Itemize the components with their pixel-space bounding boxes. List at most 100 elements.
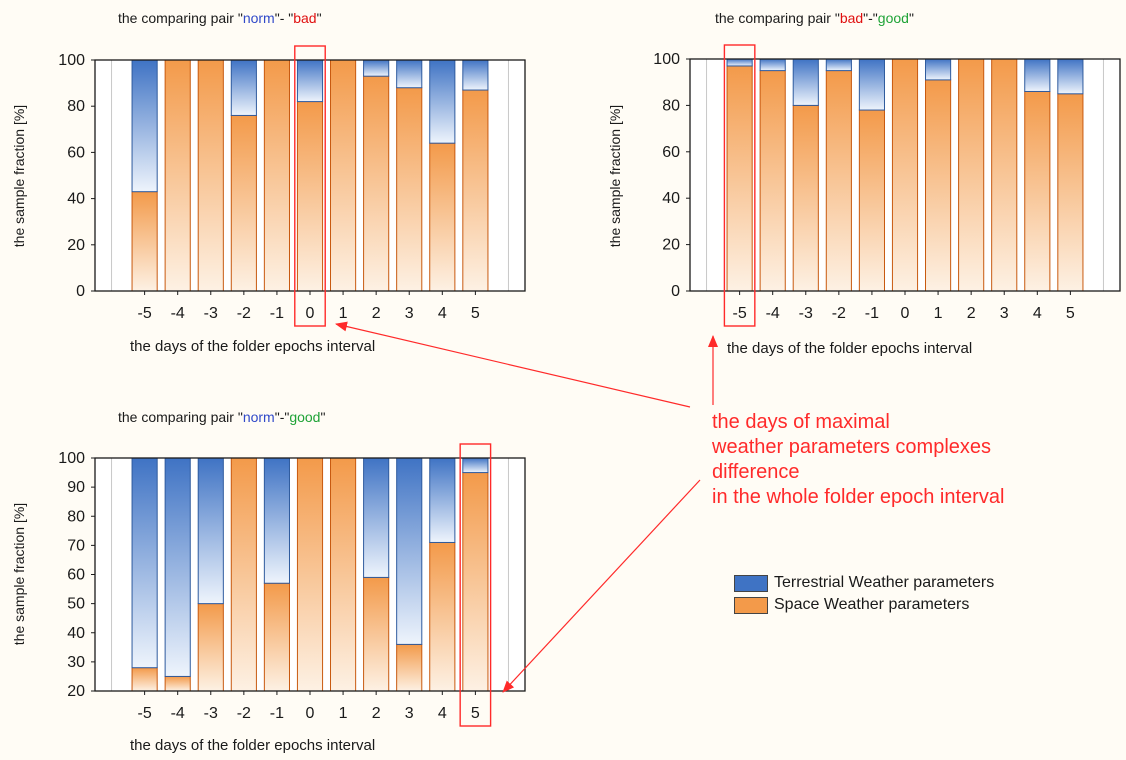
y-tick-label: 20 — [67, 683, 85, 700]
x-tick-label: -4 — [766, 305, 780, 322]
annotation-line: weather parameters complexes — [712, 436, 992, 458]
bar-space — [462, 89, 489, 292]
chart-title-part: " — [317, 10, 322, 26]
bar-space — [792, 104, 819, 292]
bar-terrestrial — [1057, 58, 1084, 95]
bar-space — [164, 59, 191, 292]
x-tick-label: 4 — [438, 705, 447, 722]
chart-title-part: the comparing pair " — [118, 10, 243, 26]
x-tick-label: -4 — [171, 705, 185, 722]
legend-swatch-terrestrial — [734, 574, 768, 592]
x-tick-label: -1 — [270, 705, 284, 722]
chart-3: 20 30 40 50 60 70 80 90 100 -5 -4 -3 -2 -1 0 1 2 3 4 5 the c… — [11, 409, 526, 754]
chart-title-part: bad — [293, 10, 316, 26]
bar-space — [296, 457, 324, 692]
y-tick-label: 40 — [67, 625, 85, 642]
bar-terrestrial — [858, 58, 885, 111]
x-tick-label: -3 — [204, 705, 218, 722]
y-tick-label: 60 — [67, 144, 85, 161]
y-tick-label: 40 — [662, 190, 680, 207]
chart-title-part: " — [320, 409, 325, 425]
bar-space — [726, 65, 753, 292]
bar-terrestrial — [131, 59, 158, 193]
x-tick-label: -1 — [270, 305, 284, 322]
bar-space — [131, 667, 158, 692]
annotation-arrows — [335, 321, 718, 693]
x-tick-label: 3 — [405, 705, 414, 722]
bar-space — [263, 59, 290, 292]
chart-title-part: bad — [840, 10, 863, 26]
bar-terrestrial — [396, 457, 423, 645]
x-tick-label: -3 — [204, 305, 218, 322]
chart-title: the comparing pair "norm"-"good" — [118, 409, 325, 425]
chart-title-part: good — [289, 409, 320, 425]
y-tick-label: 20 — [67, 237, 85, 254]
legend-item-space: Space Weather parameters — [734, 594, 994, 616]
y-tick-label: 90 — [67, 479, 85, 496]
y-tick-label: 80 — [67, 508, 85, 525]
bar-space — [330, 59, 357, 292]
chart-title-part: " — [909, 10, 914, 26]
x-tick-label: -5 — [137, 705, 151, 722]
chart-title: the comparing pair "bad"-"good" — [715, 10, 914, 26]
bar-terrestrial — [792, 58, 819, 106]
bar-space — [197, 603, 224, 692]
bar-space — [363, 576, 390, 692]
annotation-arrow-top-left — [335, 321, 691, 408]
chart-title: the comparing pair "norm"- "bad" — [118, 10, 322, 26]
bar-terrestrial — [363, 457, 390, 578]
bar-terrestrial — [925, 58, 952, 81]
x-tick-label: -3 — [799, 305, 813, 322]
bar-space — [363, 75, 390, 292]
annotation-line: difference — [712, 461, 800, 483]
bar-terrestrial — [825, 58, 852, 72]
bar-terrestrial — [164, 457, 191, 677]
legend-item-terrestrial: Terrestrial Weather parameters — [734, 572, 994, 594]
y-tick-label: 0 — [76, 283, 85, 300]
x-tick-label: 3 — [405, 305, 414, 322]
y-tick-label: 100 — [58, 52, 85, 69]
x-tick-label: 0 — [306, 705, 315, 722]
bar-space — [330, 457, 357, 692]
y-axis-label: the sample fraction [%] — [607, 105, 623, 247]
bar-terrestrial — [462, 457, 489, 474]
x-tick-label: 2 — [372, 705, 381, 722]
y-tick-label: 30 — [67, 654, 85, 671]
bar-terrestrial — [429, 457, 456, 543]
bar-terrestrial — [726, 58, 753, 67]
x-tick-label: 4 — [1033, 305, 1042, 322]
bar-space — [230, 457, 257, 692]
bar-space — [296, 101, 324, 292]
y-tick-label: 100 — [58, 450, 85, 467]
y-axis-label: the sample fraction [%] — [11, 105, 27, 247]
bar-terrestrial — [759, 58, 786, 72]
x-tick-label: 4 — [438, 305, 447, 322]
highlight-box — [723, 44, 756, 327]
x-tick-label: 2 — [967, 305, 976, 322]
chart-title-part: norm — [243, 10, 275, 26]
bar-space — [1057, 93, 1084, 292]
bar-space — [925, 79, 952, 292]
x-tick-label: 1 — [339, 305, 348, 322]
chart-title-part: "-" — [863, 10, 878, 26]
y-tick-label: 0 — [671, 283, 680, 300]
y-tick-label: 100 — [653, 51, 680, 68]
annotation-arrow-bottom — [502, 479, 701, 693]
chart-title-part: "- " — [275, 10, 294, 26]
chart-title-part: "-" — [275, 409, 290, 425]
x-tick-label: 5 — [471, 705, 480, 722]
y-tick-label: 60 — [662, 144, 680, 161]
chart-title-part: the comparing pair " — [118, 409, 243, 425]
bar-space — [263, 582, 290, 692]
bar-space — [429, 142, 456, 292]
bar-space — [131, 191, 158, 292]
legend: Terrestrial Weather parameters Space Wea… — [734, 572, 994, 616]
x-tick-label: -5 — [732, 305, 746, 322]
y-tick-label: 50 — [67, 596, 85, 613]
y-tick-label: 20 — [662, 237, 680, 254]
x-tick-label: 2 — [372, 305, 381, 322]
highlight-box — [294, 45, 326, 327]
annotation-text: the days of maximal weather parameters c… — [712, 410, 1004, 510]
y-tick-label: 60 — [67, 567, 85, 584]
x-tick-label: -5 — [137, 305, 151, 322]
